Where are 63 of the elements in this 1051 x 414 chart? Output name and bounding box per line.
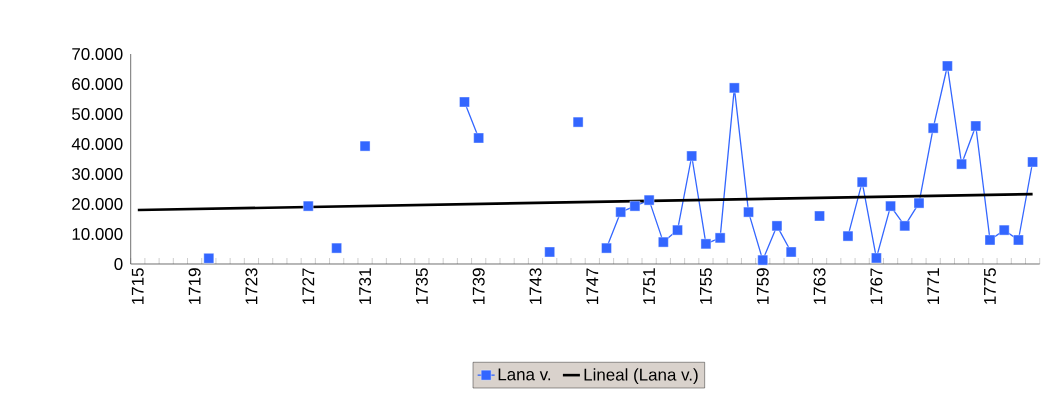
x-tick-label: 1719 [188,268,201,304]
point [572,116,584,128]
point [970,120,981,132]
point [331,242,342,254]
y-tick-label: 60.000 [72,78,123,90]
x-tick-label: 1771 [927,268,940,304]
point [927,122,939,134]
point [942,60,953,72]
x-tick-label: 1727 [302,268,315,304]
point [658,236,669,248]
x-tick-label: 1755 [700,268,712,304]
y-tick-label: 10.000 [72,228,123,240]
x-tick-label: 1775 [984,268,996,304]
point [856,176,868,188]
point [544,246,555,258]
point [629,200,641,212]
y-tick-label: 40.000 [71,138,123,150]
point [672,224,683,236]
point [871,252,882,264]
x-tick-label: 1715 [131,268,144,304]
x-tick-label: 1767 [870,268,883,304]
x-tick-label: 1723 [245,268,258,304]
legend-label: Lineal (Lana v.) [584,368,698,385]
x-tick-label: 1747 [586,268,599,304]
point [757,254,768,266]
point [999,224,1010,236]
point [359,140,371,152]
x-tick-label: 1759 [756,268,769,304]
x-tick-label: 1743 [529,268,542,304]
y-tick-label: 0 [114,258,123,270]
point [686,150,697,162]
point [743,206,754,218]
point [785,246,797,258]
point [615,206,626,218]
point [303,200,314,212]
y-tick-label: 50.000 [72,108,123,120]
point [814,210,825,222]
point [643,194,655,206]
point [714,232,726,244]
x-tick-label: 1751 [643,268,656,304]
point [984,234,996,246]
y-tick-label: 30.000 [72,168,123,180]
x-tick-label: 1731 [359,268,372,304]
point [459,96,470,108]
point [1027,156,1038,168]
point [729,82,740,94]
point [1013,234,1024,246]
point [601,242,612,254]
point [700,238,712,250]
point [913,197,925,209]
point [473,132,484,144]
x-tick-label: 1735 [415,268,428,304]
legend-label: Lana v. [498,368,551,381]
point [771,220,783,232]
point [885,200,896,212]
point [842,230,854,242]
y-tick-label: 70.000 [72,48,123,60]
point [899,220,910,232]
point [956,158,967,170]
y-tick-label: 20.000 [72,198,123,210]
point [203,253,215,264]
x-tick-label: 1763 [813,268,826,304]
x-tick-label: 1739 [472,268,485,304]
